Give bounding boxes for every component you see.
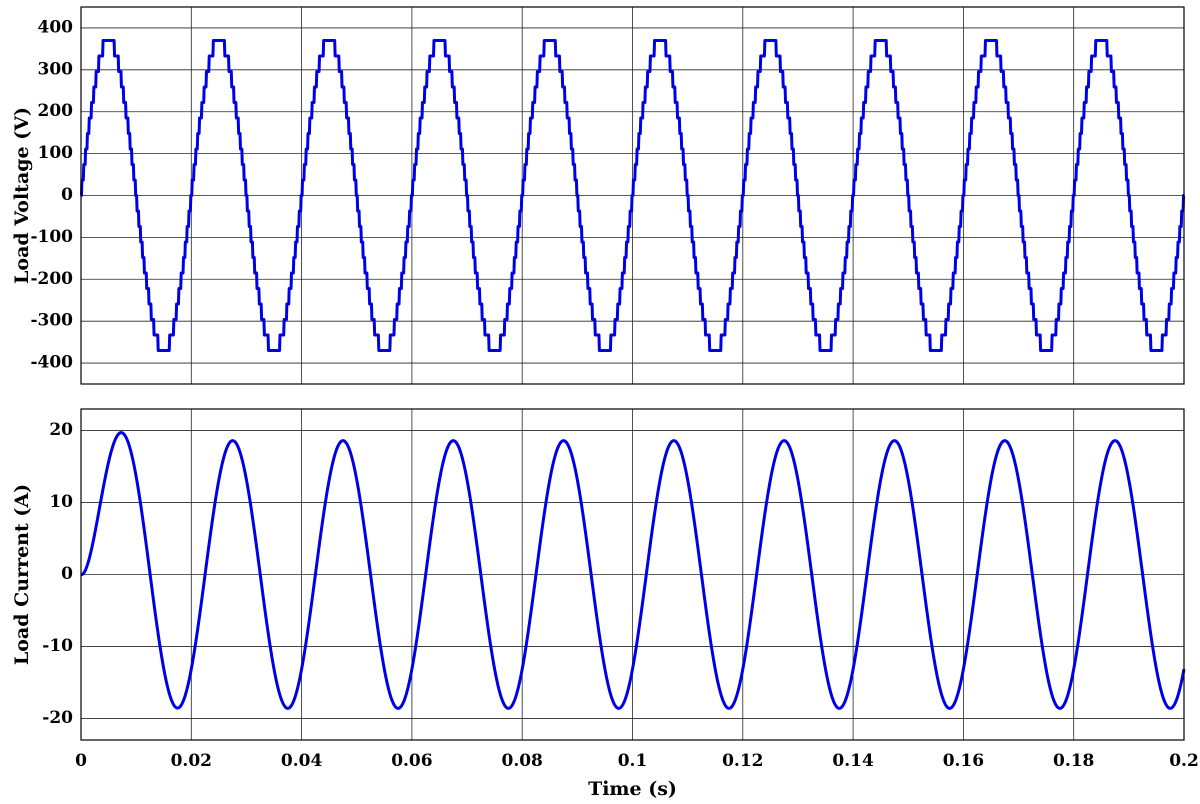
voltage-y-ticks: 400 300 200 100 0 -100 -200 -300 -400	[30, 17, 73, 372]
voltage-y-tick-label: 0	[61, 185, 73, 205]
x-tick-label: 0.04	[281, 751, 323, 771]
x-tick-label: 0.1	[618, 751, 648, 771]
current-y-ticks: 20 10 0 -10 -20	[42, 420, 73, 728]
x-tick-label: 0.02	[171, 751, 212, 771]
voltage-y-tick-label: -300	[30, 311, 73, 331]
voltage-y-tick-label: 400	[38, 17, 74, 37]
current-y-axis-label: Load Current (A)	[11, 484, 33, 665]
x-tick-label: 0.14	[832, 751, 874, 771]
voltage-axes-frame	[80, 6, 1185, 385]
voltage-series-line	[79, 39, 1186, 352]
current-y-tick-label: -20	[42, 708, 73, 728]
x-tick-label: 0.06	[391, 751, 432, 771]
current-y-tick-label: 20	[49, 420, 73, 440]
x-tick-label: 0	[75, 751, 87, 771]
x-tick-label: 0.16	[943, 751, 984, 771]
voltage-panel: 400 300 200 100 0 -100 -200 -300 -400 Load Volta…	[11, 6, 1186, 385]
voltage-y-tick-label: 100	[38, 143, 74, 163]
current-series-line	[79, 431, 1186, 710]
voltage-y-tick-label: 200	[38, 101, 74, 121]
x-tick-label: 0.2	[1169, 751, 1199, 771]
current-panel: 20 10 0 -10 -20 0 0.02 0.04 0.06 0.08 0.1 0.12 0.14…	[11, 408, 1199, 800]
current-y-tick-label: 0	[61, 564, 73, 584]
x-ticks: 0 0.02 0.04 0.06 0.08 0.1 0.12 0.14 0.16 0.18 0.2	[75, 751, 1199, 771]
current-axes-frame	[80, 408, 1185, 741]
current-y-tick-label: 10	[49, 492, 73, 512]
x-tick-label: 0.08	[501, 751, 542, 771]
voltage-y-tick-label: -400	[30, 353, 73, 373]
current-y-tick-label: -10	[42, 636, 73, 656]
x-tick-label: 0.12	[722, 751, 763, 771]
voltage-y-tick-label: -200	[30, 269, 73, 289]
x-tick-label: 0.18	[1053, 751, 1094, 771]
current-grid	[81, 409, 1184, 740]
voltage-y-axis-label: Load Voltage (V)	[11, 107, 33, 284]
x-axis-label: Time (s)	[588, 778, 677, 800]
voltage-y-tick-label: -100	[30, 227, 73, 247]
voltage-y-tick-label: 300	[38, 59, 74, 79]
